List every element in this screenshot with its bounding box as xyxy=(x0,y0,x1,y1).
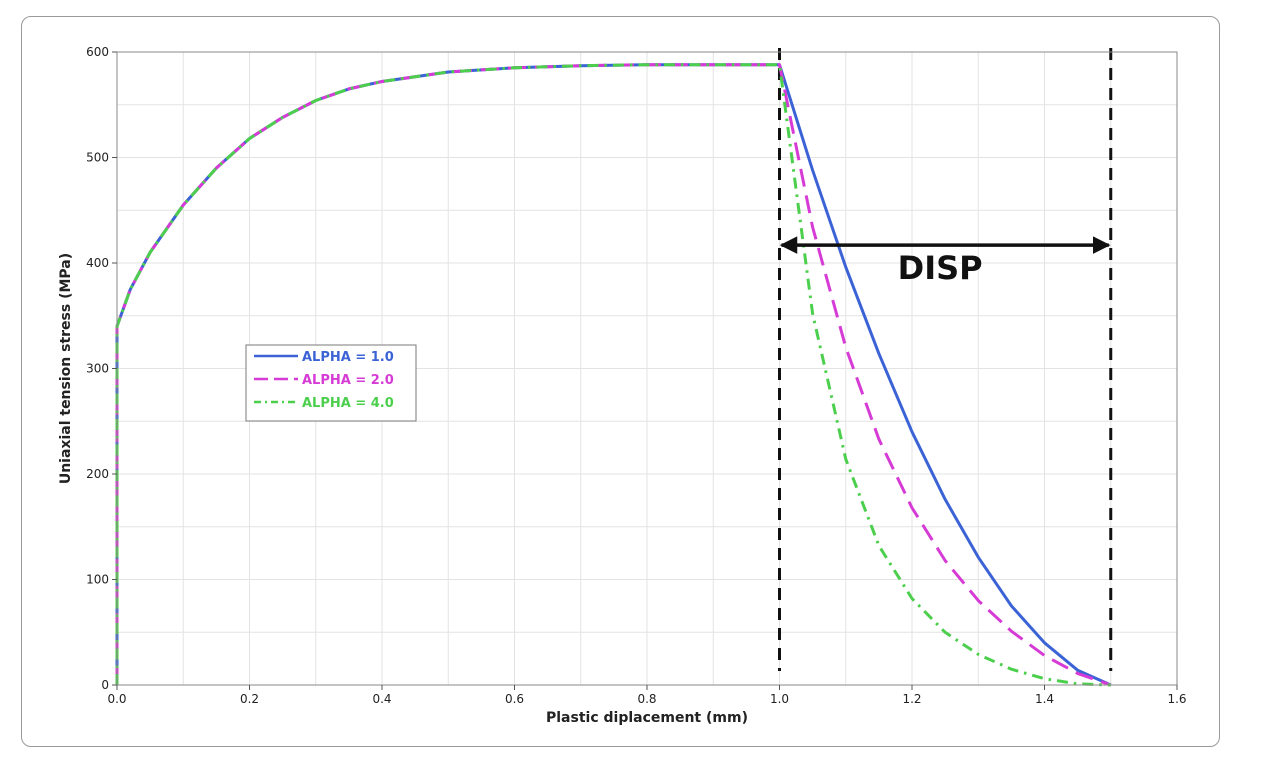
x-tick-label: 1.6 xyxy=(1167,692,1186,706)
x-tick-label: 1.2 xyxy=(902,692,921,706)
x-tick-label: 0.8 xyxy=(637,692,656,706)
reference-lines xyxy=(778,48,1113,671)
legend-label-2: ALPHA = 2.0 xyxy=(302,373,394,388)
axes: 0.0 0.2 0.4 0.6 0.8 1.0 1.2 1.4 1.6 0 100 200 300 400… xyxy=(86,45,1186,706)
legend-label-3: ALPHA = 4.0 xyxy=(302,396,394,411)
series-line-3 xyxy=(115,63,1111,687)
x-tick-label: 0.4 xyxy=(372,692,391,706)
x-tick-label: 0.6 xyxy=(505,692,524,706)
legend: ALPHA = 1.0 ALPHA = 2.0 ALPHA = 4.0 xyxy=(245,344,417,422)
y-tick-label: 500 xyxy=(86,151,109,165)
series-lines xyxy=(115,63,1112,687)
y-tick-label: 0 xyxy=(101,678,109,692)
legend-box xyxy=(245,344,417,422)
x-tick-label: 0.2 xyxy=(240,692,259,706)
y-tick-label: 300 xyxy=(86,362,109,376)
y-tick-label: 100 xyxy=(86,573,109,587)
y-axis-title: Uniaxial tension stress (MPa) xyxy=(58,253,74,484)
annotation: DISP xyxy=(779,236,1111,287)
x-tick-label: 1.4 xyxy=(1035,692,1054,706)
x-axis-title: Plastic diplacement (mm) xyxy=(546,710,748,726)
x-tick-label: 1.0 xyxy=(770,692,789,706)
disp-label: DISP xyxy=(898,249,983,287)
y-tick-label: 600 xyxy=(86,45,109,59)
y-tick-label: 200 xyxy=(86,467,109,481)
x-tick-label: 0.0 xyxy=(107,692,126,706)
y-tick-label: 400 xyxy=(86,256,109,270)
chart-frame xyxy=(21,16,1220,747)
legend-label-1: ALPHA = 1.0 xyxy=(302,350,394,365)
